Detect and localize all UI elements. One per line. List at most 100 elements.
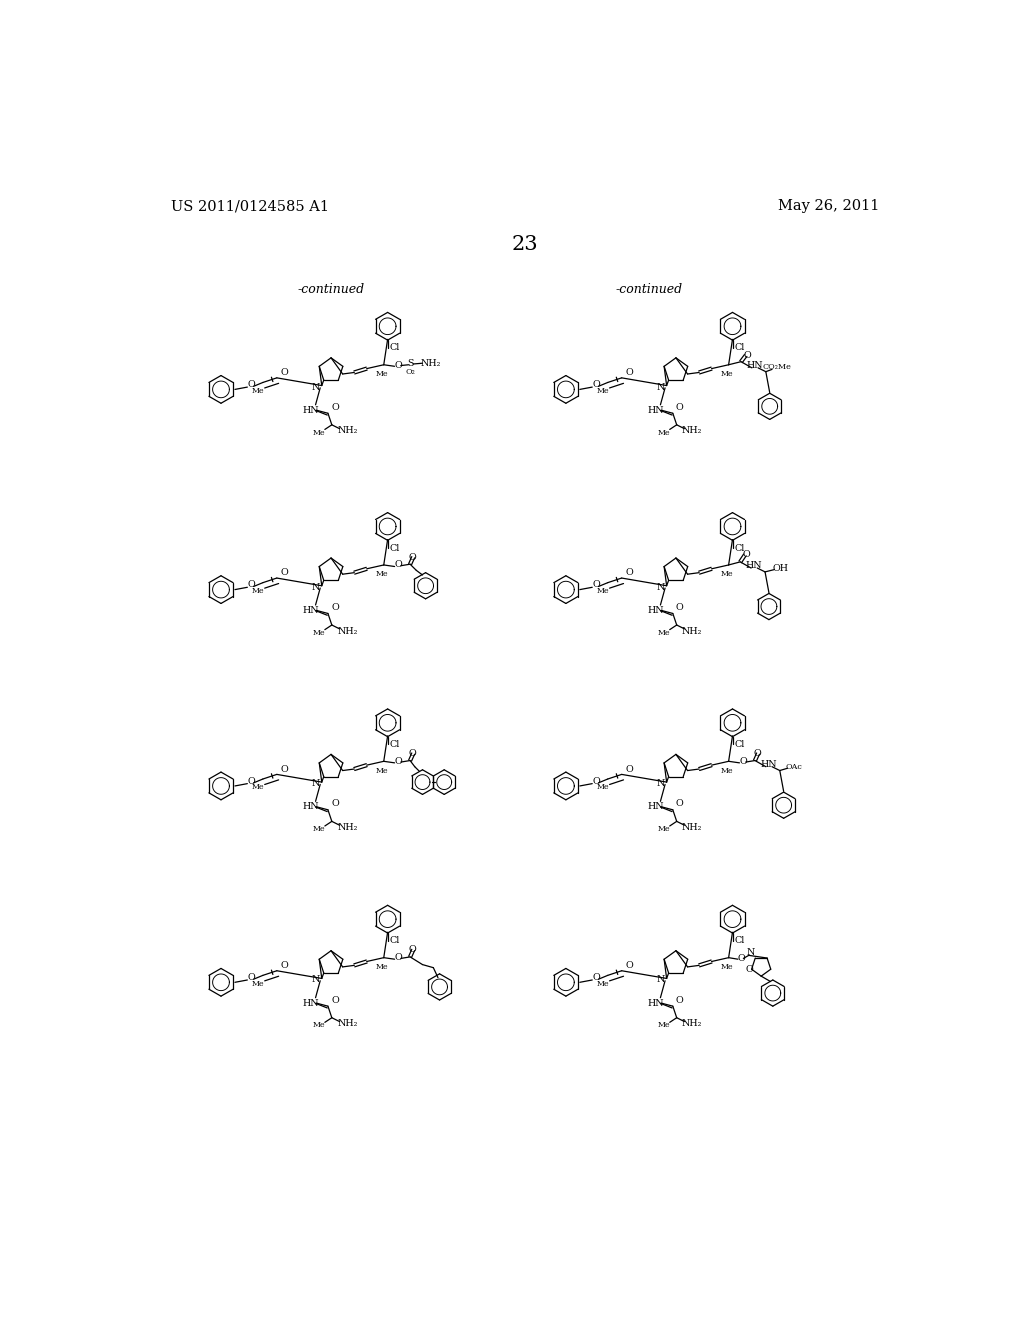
Text: HN: HN — [647, 405, 665, 414]
Text: O: O — [626, 961, 633, 970]
Text: N: N — [656, 383, 665, 392]
Text: Cl: Cl — [734, 343, 744, 352]
Text: O: O — [592, 777, 600, 785]
Text: CO₂Me: CO₂Me — [762, 363, 792, 371]
Text: OH: OH — [772, 564, 788, 573]
Text: N: N — [746, 948, 756, 957]
Text: O: O — [248, 777, 255, 785]
Text: O: O — [626, 368, 633, 378]
Text: NH₂: NH₂ — [337, 1019, 357, 1028]
Text: HN: HN — [302, 803, 319, 812]
Text: O: O — [676, 995, 684, 1005]
Text: O: O — [394, 561, 402, 569]
Text: HN: HN — [746, 362, 763, 370]
Text: N: N — [311, 975, 319, 985]
Text: O: O — [248, 581, 255, 590]
Text: Cl: Cl — [734, 544, 744, 553]
Text: -continued: -continued — [298, 282, 365, 296]
Text: Me: Me — [721, 962, 733, 972]
Text: HN: HN — [302, 606, 319, 615]
Text: NH₂: NH₂ — [337, 824, 357, 832]
Text: S: S — [408, 359, 414, 368]
Text: Me: Me — [252, 784, 264, 792]
Text: Me: Me — [313, 825, 326, 833]
Text: O: O — [394, 362, 402, 370]
Text: N: N — [311, 583, 319, 591]
Text: NH₂: NH₂ — [421, 359, 441, 368]
Text: HN: HN — [647, 606, 665, 615]
Text: O: O — [409, 750, 417, 758]
Text: Me: Me — [313, 1022, 326, 1030]
Text: O: O — [281, 368, 289, 378]
Text: O: O — [676, 403, 684, 412]
Text: Me: Me — [658, 429, 671, 437]
Text: NH₂: NH₂ — [682, 824, 702, 832]
Text: NH₂: NH₂ — [682, 1019, 702, 1028]
Text: Me: Me — [658, 628, 671, 636]
Text: HN: HN — [302, 999, 319, 1007]
Text: O: O — [743, 351, 751, 360]
Text: O: O — [626, 764, 633, 774]
Text: O: O — [739, 756, 748, 766]
Text: NH₂: NH₂ — [682, 426, 702, 436]
Text: OAc: OAc — [785, 763, 802, 771]
Text: O: O — [737, 954, 744, 962]
Text: Cl: Cl — [389, 544, 399, 553]
Text: Me: Me — [721, 370, 733, 378]
Text: Me: Me — [597, 587, 609, 595]
Text: O: O — [281, 568, 289, 577]
Text: O: O — [394, 953, 402, 962]
Text: Me: Me — [597, 784, 609, 792]
Text: O: O — [592, 380, 600, 389]
Text: Me: Me — [252, 587, 264, 595]
Text: O₂: O₂ — [406, 368, 416, 376]
Text: O: O — [754, 750, 761, 758]
Text: O: O — [331, 995, 339, 1005]
Text: O: O — [745, 965, 754, 974]
Text: Me: Me — [376, 370, 388, 378]
Text: Me: Me — [721, 767, 733, 775]
Text: O: O — [409, 945, 417, 954]
Text: Me: Me — [597, 979, 609, 987]
Text: O: O — [248, 380, 255, 389]
Text: N: N — [311, 779, 319, 788]
Text: HN: HN — [647, 999, 665, 1007]
Text: Cl: Cl — [389, 936, 399, 945]
Text: O: O — [281, 764, 289, 774]
Text: NH₂: NH₂ — [337, 627, 357, 636]
Text: NH₂: NH₂ — [337, 426, 357, 436]
Text: Cl: Cl — [389, 741, 399, 748]
Text: O: O — [281, 961, 289, 970]
Text: O: O — [331, 799, 339, 808]
Text: HN: HN — [761, 760, 777, 768]
Text: Me: Me — [658, 1022, 671, 1030]
Text: Cl: Cl — [389, 343, 399, 352]
Text: N: N — [311, 383, 319, 392]
Text: O: O — [676, 799, 684, 808]
Text: O: O — [409, 553, 417, 562]
Text: O: O — [394, 756, 402, 766]
Text: Cl: Cl — [734, 741, 744, 748]
Text: Me: Me — [252, 387, 264, 395]
Text: HN: HN — [647, 803, 665, 812]
Text: N: N — [656, 583, 665, 591]
Text: HN: HN — [745, 561, 763, 570]
Text: US 2011/0124585 A1: US 2011/0124585 A1 — [171, 199, 329, 213]
Text: N: N — [656, 779, 665, 788]
Text: Me: Me — [376, 962, 388, 972]
Text: Me: Me — [658, 825, 671, 833]
Text: HN: HN — [302, 405, 319, 414]
Text: O: O — [331, 603, 339, 611]
Text: Cl: Cl — [734, 936, 744, 945]
Text: Me: Me — [376, 570, 388, 578]
Text: O: O — [676, 603, 684, 611]
Text: Me: Me — [721, 570, 733, 578]
Text: N: N — [656, 975, 665, 985]
Text: Me: Me — [252, 979, 264, 987]
Text: O: O — [592, 973, 600, 982]
Text: O: O — [626, 568, 633, 577]
Text: -continued: -continued — [615, 282, 682, 296]
Text: May 26, 2011: May 26, 2011 — [778, 199, 880, 213]
Text: Me: Me — [597, 387, 609, 395]
Text: NH₂: NH₂ — [682, 627, 702, 636]
